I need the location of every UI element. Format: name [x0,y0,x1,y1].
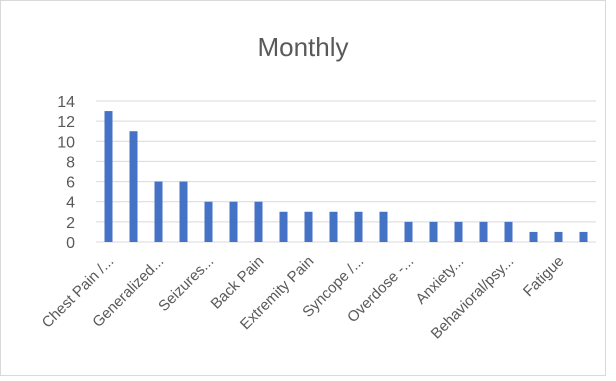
bar [279,211,288,242]
bar [579,231,588,242]
bar [454,221,463,242]
x-axis-labels: Chest Pain /...Generalized...Seizures...… [39,253,568,343]
bar [254,201,263,242]
bar [204,201,213,242]
y-tick-label: 4 [66,195,75,212]
bar [229,201,238,242]
y-tick-label: 12 [57,114,75,131]
bar [504,221,513,242]
y-tick-label: 0 [66,235,75,252]
x-tick-label: Fatigue [520,253,567,300]
bar [154,181,163,242]
y-tick-label: 14 [57,94,75,111]
y-tick-label: 10 [57,134,75,151]
gridlines [96,100,596,243]
chart-area [0,0,606,376]
bar [429,221,438,242]
y-tick-label: 6 [66,175,75,192]
bar [529,231,538,242]
y-tick-label: 8 [66,154,75,171]
y-tick-label: 2 [66,215,75,232]
bar [554,231,563,242]
bars [104,111,588,242]
bar [129,131,138,242]
bar [304,211,313,242]
bar [379,211,388,242]
bar [404,221,413,242]
chart-title: Monthly [257,32,349,62]
bar [104,111,113,242]
bar [354,211,363,242]
y-axis-labels: 0 2 4 6 8 10 12 14 [57,94,75,252]
bar [329,211,338,242]
bar [479,221,488,242]
bar [179,181,188,242]
